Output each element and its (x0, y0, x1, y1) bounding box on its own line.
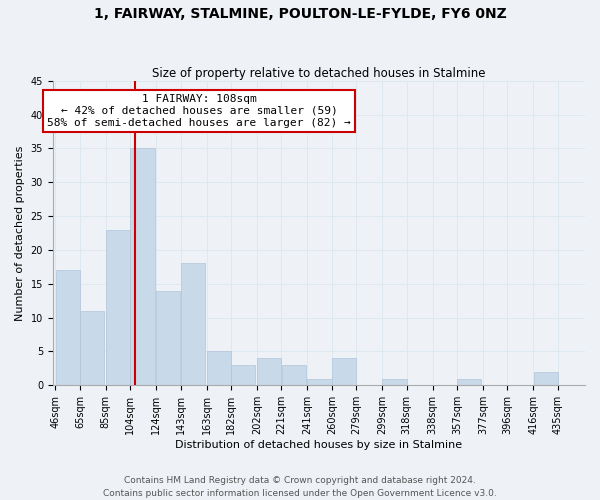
Bar (307, 378, 332, 386)
Text: 1, FAIRWAY, STALMINE, POULTON-LE-FYLDE, FY6 0NZ: 1, FAIRWAY, STALMINE, POULTON-LE-FYLDE, … (94, 8, 506, 22)
Text: 1 FAIRWAY: 108sqm
← 42% of detached houses are smaller (59)
58% of semi-detached: 1 FAIRWAY: 108sqm ← 42% of detached hous… (47, 94, 351, 128)
Bar (231, 365, 256, 386)
Title: Size of property relative to detached houses in Stalmine: Size of property relative to detached ho… (152, 66, 485, 80)
Bar (157, 290, 181, 386)
Text: Contains HM Land Registry data © Crown copyright and database right 2024.
Contai: Contains HM Land Registry data © Crown c… (103, 476, 497, 498)
X-axis label: Distribution of detached houses by size in Stalmine: Distribution of detached houses by size … (175, 440, 463, 450)
Bar (206, 352, 231, 386)
Bar (106, 230, 130, 386)
Bar (332, 358, 356, 386)
Bar (56, 270, 80, 386)
Y-axis label: Number of detached properties: Number of detached properties (15, 146, 25, 320)
Bar (382, 378, 407, 386)
Bar (457, 378, 481, 386)
Bar (257, 358, 281, 386)
Bar (130, 148, 155, 386)
Bar (281, 365, 306, 386)
Bar (533, 372, 557, 386)
Bar (181, 264, 205, 386)
Bar (80, 311, 104, 386)
